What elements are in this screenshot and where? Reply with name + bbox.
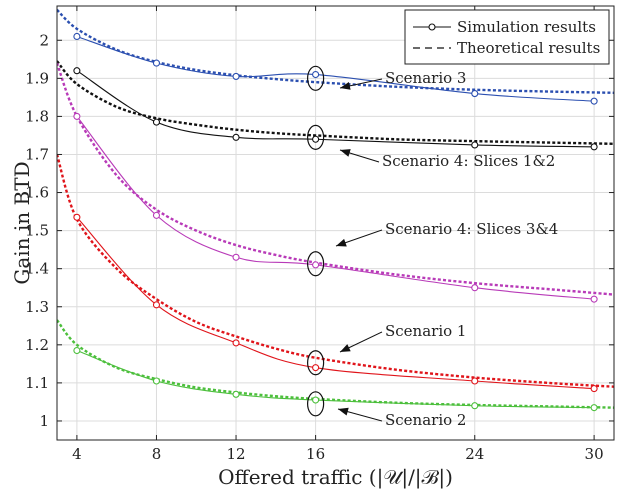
simulation-point	[471, 377, 479, 385]
y-tick-label: 1.6	[25, 184, 49, 202]
simulation-point	[590, 385, 598, 393]
simulation-point	[312, 135, 320, 143]
theory-line	[57, 60, 614, 146]
simulation-point	[232, 339, 240, 347]
plot-frame	[56, 5, 615, 441]
simulation-point	[471, 90, 479, 98]
simulation-line	[76, 116, 595, 300]
y-tick-label: 1.4	[25, 260, 49, 278]
series-layer	[57, 8, 614, 412]
y-axis-title: Gain in BTD	[10, 161, 34, 284]
theory-line	[57, 8, 614, 94]
simulation-point	[590, 97, 598, 105]
simulation-point	[232, 390, 240, 398]
annotation-scenario-4-slices-3-4: Scenario 4: Slices 3&4	[307, 220, 558, 277]
series-scenario-1	[57, 154, 614, 393]
annotation-arrowhead	[336, 238, 347, 247]
theory-line	[57, 62, 614, 296]
annotation-arrowhead	[338, 407, 349, 416]
simulation-point	[232, 253, 240, 261]
series-scenario-4-slices-1-2	[57, 60, 614, 151]
simulation-line	[76, 35, 595, 102]
x-tick-label: 30	[585, 445, 604, 463]
annotation-ellipse	[307, 350, 325, 376]
simulation-point	[471, 402, 479, 410]
simulation-point	[312, 396, 320, 404]
x-tick-label: 12	[226, 445, 245, 463]
x-tick-label: 16	[306, 445, 325, 463]
y-tick-label: 1	[39, 412, 49, 430]
simulation-point	[152, 118, 161, 126]
simulation-point	[73, 112, 81, 120]
x-axis-title: Offered traffic (|𝒰|/|ℬ|)	[218, 465, 453, 490]
x-tick-label: 8	[152, 445, 162, 463]
y-tick-label: 2	[39, 31, 49, 49]
series-scenario-4-slices-3-4	[57, 62, 614, 303]
annotation-label: Scenario 1	[385, 322, 466, 340]
y-tick-label: 1.2	[25, 336, 49, 354]
legend-entry-theoretical-results: Theoretical results	[413, 39, 600, 57]
annotation-label: Scenario 3	[385, 69, 466, 87]
grid	[57, 6, 614, 440]
annotations: Scenario 3 Scenario 4: Slices 1&2 Scenario…	[307, 65, 558, 429]
simulation-line	[76, 350, 595, 409]
simulation-point	[152, 377, 161, 385]
legend-label: Simulation results	[457, 18, 596, 36]
simulation-point	[312, 261, 320, 269]
simulation-point	[152, 301, 161, 309]
annotation-label: Scenario 2	[385, 411, 466, 429]
y-tick-label: 1.1	[25, 374, 49, 392]
simulation-point	[312, 364, 320, 372]
annotation-ellipse	[307, 65, 325, 91]
simulation-point	[312, 70, 320, 79]
annotation-ellipse	[307, 391, 325, 417]
simulation-point	[471, 284, 479, 292]
simulation-point	[73, 32, 81, 41]
simulation-point	[232, 133, 240, 141]
theory-line	[57, 154, 614, 388]
simulation-point	[590, 295, 598, 303]
annotation-label: Scenario 4: Slices 3&4	[385, 220, 558, 238]
simulation-line	[76, 216, 595, 390]
theory-line	[57, 319, 614, 409]
y-tick-label: 1.8	[25, 107, 49, 125]
y-tick-label: 1.5	[25, 222, 49, 240]
simulation-point	[73, 346, 81, 355]
simulation-point	[152, 59, 161, 67]
simulation-point	[590, 404, 598, 412]
simulation-point	[471, 141, 479, 149]
legend-label: Theoretical results	[457, 39, 600, 57]
annotation-arrowhead	[340, 344, 351, 352]
simulation-line	[76, 70, 595, 148]
annotation-ellipse	[307, 251, 325, 277]
annotation-label: Scenario 4: Slices 1&2	[382, 152, 555, 170]
x-tick-label: 4	[72, 445, 82, 463]
annotation-scenario-4-slices-1-2: Scenario 4: Slices 1&2	[307, 124, 555, 170]
annotation-arrowhead	[340, 149, 351, 157]
simulation-point	[590, 143, 598, 151]
annotation-arrowhead	[340, 82, 351, 90]
y-tick-label: 1.7	[25, 145, 49, 163]
legend-marker-circle	[428, 23, 436, 31]
annotation-ellipse	[307, 124, 325, 150]
simulation-point	[73, 67, 81, 75]
annotation-scenario-2: Scenario 2	[307, 391, 466, 429]
legend-box	[404, 9, 610, 65]
simulation-point	[232, 72, 240, 80]
simulation-point	[73, 213, 81, 221]
series-scenario-3	[57, 8, 614, 105]
legend: Simulation results Theoretical results	[404, 9, 610, 65]
y-tick-label: 1.9	[25, 69, 49, 87]
annotation-scenario-3: Scenario 3	[307, 65, 466, 91]
y-tick-label: 1.3	[25, 298, 49, 316]
simulation-point	[152, 211, 161, 219]
series-scenario-2	[57, 319, 614, 412]
legend-entry-simulation-results: Simulation results	[413, 18, 596, 36]
axis-ticks: 4 8 12 16 24 30 1 1.1 1.2 1.3 1.4 1.5 1.6 1.7 1.8 1.9 2	[25, 6, 614, 463]
annotation-scenario-1: Scenario 1	[307, 322, 466, 376]
x-tick-label: 24	[465, 445, 484, 463]
